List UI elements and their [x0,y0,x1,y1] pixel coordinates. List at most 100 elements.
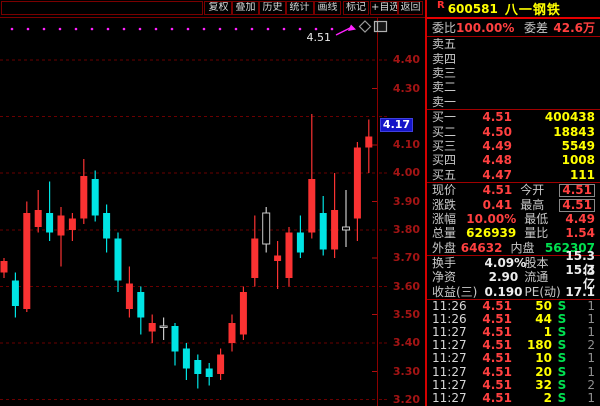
candle-body [57,215,65,236]
kline-chart[interactable]: 4.51 [0,0,425,406]
candle-body [11,280,19,306]
buy-level[interactable]: 买四 4.48 1008 [427,153,600,167]
buy-level-price: 4.49 [482,138,512,153]
axis-price-label: 3.70 [392,251,420,264]
tick-trade-list[interactable]: 11:26 4.51 50 S 1 11:26 4.51 44 S 1 11:27 4.51 1 S 1 11… [427,300,600,406]
info-value: 4.49 [565,211,595,226]
info-label: 外盘 [432,240,457,255]
diamond-icon[interactable] [358,20,372,33]
candle-body [23,213,31,309]
tick-direction: S [557,364,567,379]
buy-level-price: 4.51 [482,110,512,125]
tick-row[interactable]: 11:27 4.51 1 S 1 [427,326,600,339]
fund-value: 15.3亿 [565,249,595,278]
tick-row[interactable]: 11:27 4.51 20 S 1 [427,365,600,378]
weibi-value: 100.00% [456,20,515,35]
candle-body [125,283,133,309]
axis-price-label: 3.60 [392,279,420,293]
annotation-dot [90,27,94,31]
tick-direction: S [557,351,567,366]
tick-price: 4.51 [482,351,512,366]
back-button[interactable]: 返回 [398,1,423,15]
sell-level[interactable]: 卖一 [427,95,600,109]
annotation-dot [58,27,62,31]
tick-row[interactable]: 11:27 4.51 2 S 1 [427,390,600,405]
fund-label: 股本 [524,256,549,271]
tick-row[interactable]: 11:26 4.51 50 S 1 [427,300,600,313]
info-label: 量比 [524,226,549,241]
quote-panel: R 600581 八一钢铁 委比 100.00% 委差 42.6万 卖五 卖四 卖三… [425,0,600,406]
tick-time: 11:27 [432,325,467,340]
sell-level[interactable]: 卖二 [427,80,600,94]
sell-level-label: 卖四 [432,51,457,66]
candle-body [217,354,225,374]
stock-header: R 600581 八一钢铁 [427,0,600,19]
axis-price-label: 3.50 [392,307,420,321]
candle-body [159,325,168,328]
candle-body [251,238,259,278]
buy-level-volume: 400438 [544,110,595,125]
sell-level[interactable]: 卖三 [427,66,600,80]
buy-level-label: 买五 [432,167,457,182]
info-label: 最低 [524,211,549,226]
tick-price: 4.51 [482,300,512,314]
add-watchlist-button[interactable]: +自选 [370,1,398,15]
weicha-label: 委差 [524,21,549,35]
annotation-dot [250,27,254,31]
buy-level[interactable]: 买五 4.47 111 [427,168,600,182]
stock-name[interactable]: 八一钢铁 [504,3,561,18]
buy-level-volume: 111 [569,167,595,182]
tick-direction: S [557,325,567,340]
candle-body [80,176,88,219]
annotation-arrow-line[interactable] [335,26,352,36]
tick-row[interactable]: 11:27 4.51 10 S 1 [427,352,600,365]
tick-row[interactable]: 11:27 4.51 32 S 2 [427,378,600,392]
fundamental-section: 换手 4.09% 股本 15.3亿 净资 2.90 流通 15.3亿 收益(三) 0.190 PE(… [427,249,600,300]
buy-level[interactable]: 买二 4.50 18843 [427,124,600,139]
tick-time: 11:26 [432,312,467,327]
overlay-button[interactable]: 叠加 [231,1,260,15]
boxed-value: 4.51 [559,198,595,212]
tick-time: 11:27 [432,338,467,353]
sell-level[interactable]: 卖五 [427,37,600,51]
draw-line-button[interactable]: 画线 [314,1,341,15]
info-label: 最高 [520,197,545,212]
axis-price-label: 3.40 [392,336,420,349]
tick-row[interactable]: 11:27 4.51 180 S 2 [427,339,600,352]
candle-body [353,147,361,219]
tick-volume: 2 [543,390,552,405]
buy-level-price: 4.47 [482,167,512,182]
fund-value: 15.3亿 [565,263,595,292]
kline-chart-canvas[interactable]: 4.51 [0,0,425,406]
axis-price-label: 4.40 [392,53,420,66]
annotation-dot [330,27,334,31]
buy-level[interactable]: 买三 4.49 5549 [427,139,600,153]
statistics-button[interactable]: 统计 [285,1,314,15]
quote-info-section: 现价 4.51 今开 4.51 涨跌 0.41 最高 4.51 涨幅 10.00% 最低 4.49 总量… [427,183,600,256]
tick-price: 4.51 [482,325,512,340]
info-value: 64632 [460,240,503,255]
mark-button[interactable]: 标记 [343,1,369,15]
axis-price-label: 4.00 [392,166,420,179]
axis-price-label: 4.30 [392,81,420,95]
buy-level[interactable]: 买一 4.51 400438 [427,110,600,124]
fund-label: 收益(三) [432,284,478,299]
tick-volume: 44 [535,312,552,327]
toolbar-empty-box [1,1,203,15]
candle-body [228,323,236,343]
adjust-price-button[interactable]: 复权 [204,1,233,15]
sell-level-label: 卖三 [432,65,457,80]
tick-count: 1 [587,390,595,405]
annotation-dot [10,27,14,31]
panel-window-icon[interactable] [373,20,388,33]
tick-row[interactable]: 11:26 4.51 44 S 1 [427,313,600,326]
stock-code[interactable]: 600581 [447,1,498,16]
candle-body [194,360,202,374]
sell-level[interactable]: 卖四 [427,51,600,66]
annotation-price-label: 4.51 [307,31,332,44]
history-button[interactable]: 历史 [258,1,287,15]
tick-count: 1 [587,300,595,314]
candle-body [331,210,339,250]
sell-level-label: 卖五 [432,37,457,52]
tick-volume: 20 [535,364,552,379]
